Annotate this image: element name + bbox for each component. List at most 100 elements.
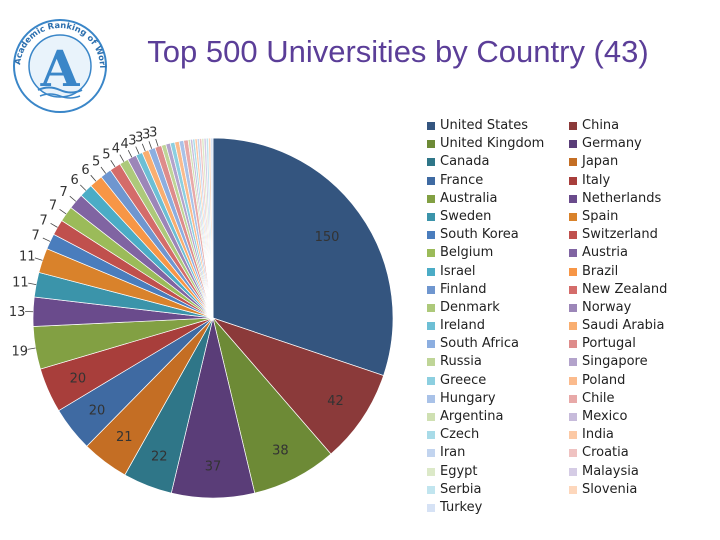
legend-swatch (427, 303, 435, 312)
legend-item-hungary: Hungary (427, 390, 544, 408)
legend-swatch (569, 212, 577, 221)
legend-item-ireland: Ireland (427, 317, 544, 335)
legend-label: Israel (440, 263, 476, 279)
legend-swatch (569, 140, 577, 149)
legend-item-chile: Chile (569, 390, 667, 408)
data-label-netherlands: 13 (9, 305, 26, 320)
legend-label: Serbia (440, 481, 482, 497)
legend-label: Germany (582, 136, 642, 152)
legend-label: Mexico (582, 409, 628, 424)
pie-slice-turkey (210, 137, 214, 319)
leader-line-brazil (90, 174, 97, 182)
leader-line-austria (69, 195, 77, 202)
legend-label: Brazil (582, 263, 619, 279)
legend-swatch (427, 267, 435, 276)
legend-label: Slovenia (582, 481, 638, 497)
legend-swatch (569, 449, 577, 458)
legend-swatch (569, 431, 577, 440)
legend-swatch (427, 194, 435, 203)
legend-swatch (427, 176, 435, 185)
data-label-brazil: 6 (81, 163, 89, 178)
legend-swatch (427, 249, 435, 258)
data-label-japan: 21 (116, 430, 133, 445)
legend-item-china: China (569, 117, 667, 135)
legend-swatch (569, 158, 577, 167)
legend-item-russia: Russia (427, 353, 544, 371)
legend-item-greece: Greece (427, 372, 544, 390)
data-label-australia: 19 (11, 345, 28, 360)
legend-item-netherlands: Netherlands (569, 190, 667, 208)
legend-swatch (427, 158, 435, 167)
leader-line-spain (34, 257, 43, 261)
legend-item-united-states: United States (427, 117, 544, 135)
data-label-canada: 22 (151, 449, 168, 464)
chart-title: Top 500 Universities by Country (43) (147, 34, 649, 69)
legend-item-south-korea: South Korea (427, 226, 544, 244)
data-label-switzerland: 7 (40, 213, 48, 228)
legend-swatch (427, 340, 435, 349)
legend-swatch (427, 358, 435, 367)
legend-label: South Africa (440, 336, 519, 352)
leader-line-belgium (59, 209, 67, 215)
legend-swatch (569, 176, 577, 185)
leader-line-south-korea (42, 237, 51, 242)
data-label-israel: 6 (70, 173, 78, 188)
arwu-logo: Academic Ranking of World Universities A (6, 6, 108, 113)
legend-item-australia: Australia (427, 190, 544, 208)
data-label-south-korea: 7 (31, 229, 39, 244)
legend-label: Switzerland (582, 227, 658, 243)
legend-item-new-zealand: New Zealand (569, 281, 667, 299)
legend-label: Malaysia (582, 463, 639, 479)
legend-swatch (427, 394, 435, 403)
legend-label: Croatia (582, 445, 629, 461)
legend-label: Turkey (440, 499, 483, 515)
legend-swatch (427, 122, 435, 130)
data-label-germany: 37 (205, 460, 222, 475)
data-label-ireland: 3 (128, 133, 136, 148)
leader-line-australia (27, 347, 36, 350)
legend-swatch (427, 212, 435, 221)
data-label-norway: 4 (120, 137, 128, 152)
data-label-italy: 20 (70, 371, 87, 386)
legend-item-malaysia: Malaysia (569, 463, 667, 481)
legend-item-finland: Finland (427, 281, 544, 299)
legend-label: Netherlands (582, 190, 662, 206)
data-label-china: 42 (327, 394, 344, 409)
legend-item-canada: Canada (427, 153, 544, 171)
legend-item-belgium: Belgium (427, 244, 544, 262)
data-label-new-zealand: 5 (102, 148, 110, 163)
legend-label: Norway (582, 299, 632, 315)
legend-label: Greece (440, 372, 487, 388)
leader-line-ireland (135, 146, 140, 155)
legend-swatch (569, 358, 577, 367)
legend-label: China (582, 118, 620, 133)
legend-label: Finland (440, 281, 487, 297)
legend-item-austria: Austria (569, 244, 667, 262)
legend-item-italy: Italy (569, 172, 667, 190)
legend-item-turkey: Turkey (427, 499, 544, 517)
data-label-united-states: 150 (315, 230, 340, 245)
pie-slice-united-states (212, 137, 394, 377)
legend-swatch (427, 231, 435, 240)
legend-label: Iran (440, 445, 466, 461)
legend-item-japan: Japan (569, 153, 667, 171)
legend-label: South Korea (440, 227, 519, 243)
legend-swatch (569, 413, 577, 421)
legend-label: Poland (582, 372, 626, 388)
legend-swatch (427, 413, 435, 421)
legend-label: Singapore (582, 354, 648, 370)
legend-item-egypt: Egypt (427, 463, 544, 481)
legend-label: Sweden (440, 208, 492, 224)
legend-swatch (569, 467, 577, 476)
legend-item-france: France (427, 172, 544, 190)
legend-item-switzerland: Switzerland (569, 226, 667, 244)
legend-label: Denmark (440, 299, 500, 315)
legend-item-spain: Spain (569, 208, 667, 226)
legend-swatch (569, 267, 577, 276)
legend-swatch (569, 249, 577, 258)
legend-label: France (440, 172, 484, 188)
legend-item-israel: Israel (427, 263, 544, 281)
legend-swatch (427, 449, 435, 458)
